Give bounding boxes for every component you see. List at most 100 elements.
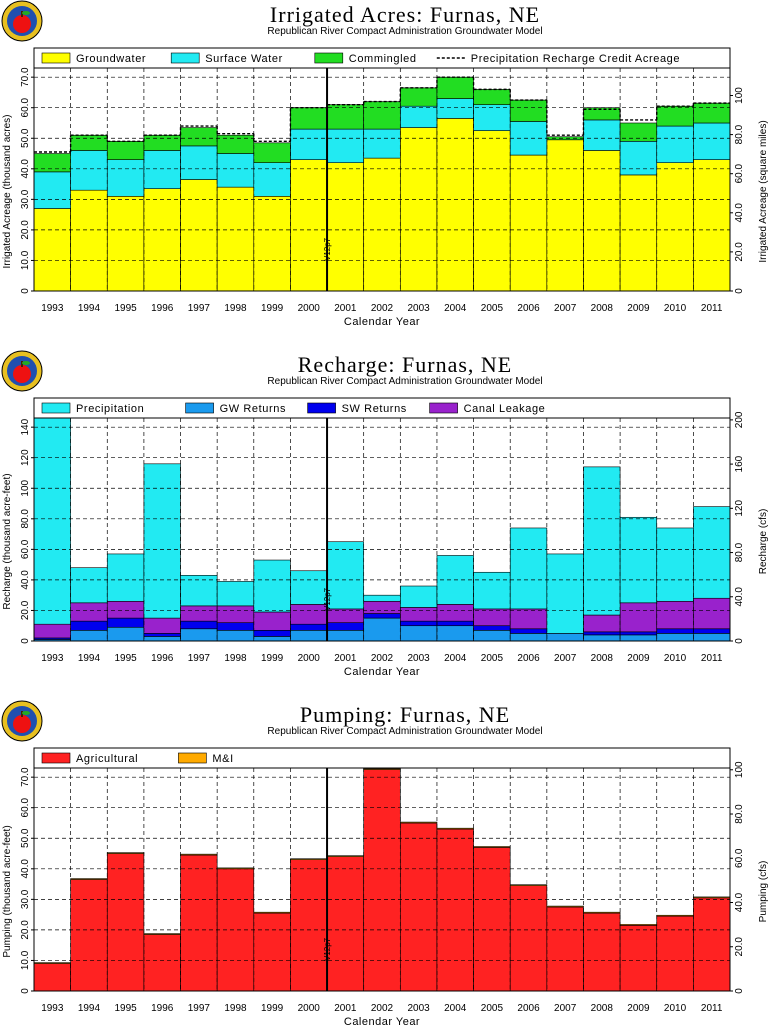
bar-commingled-2004 bbox=[436, 76, 474, 99]
x-tick-label-2011: 2011 bbox=[701, 653, 723, 664]
x-axis-title: Calendar Year bbox=[344, 316, 420, 328]
chart-subtitle: Republican River Compact Administration … bbox=[267, 376, 543, 387]
bar-agricultural-2002 bbox=[363, 769, 401, 992]
bar-groundwater-2000 bbox=[290, 159, 328, 292]
x-tick-label-1995: 1995 bbox=[114, 1003, 137, 1014]
bar-precipitation-1996 bbox=[143, 463, 181, 619]
bar-precipitation-1995 bbox=[106, 553, 145, 602]
bar-canal-leakage-1998 bbox=[216, 605, 255, 623]
x-tick-label-2003: 2003 bbox=[408, 653, 431, 664]
y-tick-label-0: 0 bbox=[20, 638, 31, 644]
y-tick-label-10: 10.0 bbox=[20, 950, 31, 970]
x-tick-label-2010: 2010 bbox=[664, 653, 687, 664]
bar-commingled-2005 bbox=[473, 89, 511, 105]
bar-surface-water-1998 bbox=[216, 153, 255, 188]
y-tick-label-40: 40.0 bbox=[20, 159, 31, 179]
bar-gw-returns-2004 bbox=[436, 625, 474, 642]
apple-logo-icon bbox=[1, 700, 43, 742]
x-tick-label-2007: 2007 bbox=[554, 303, 577, 314]
bar-groundwater-2009 bbox=[619, 174, 658, 292]
legend-label-gw-returns: GW Returns bbox=[220, 403, 287, 415]
y-tick-label-80: 80.0 bbox=[20, 509, 31, 529]
bar-surface-water-2008 bbox=[583, 119, 621, 151]
bar-agricultural-2009 bbox=[619, 925, 658, 992]
x-axis-title: Calendar Year bbox=[344, 1016, 420, 1028]
bar-sw-returns-1995 bbox=[106, 617, 145, 628]
bar-commingled-2011 bbox=[693, 102, 731, 124]
bar-m-i-2001 bbox=[326, 855, 364, 857]
x-tick-label-1994: 1994 bbox=[78, 1003, 101, 1014]
bar-agricultural-1998 bbox=[216, 868, 255, 992]
y-tick-label-140: 140 bbox=[20, 418, 31, 435]
irrigated-acres-chart: Groundwater Surface Water Commingled Precip… bbox=[2, 47, 768, 328]
bar-surface-water-1999 bbox=[253, 162, 291, 197]
x-tick-label-1998: 1998 bbox=[224, 1003, 247, 1014]
x-tick-label-2006: 2006 bbox=[517, 1003, 540, 1014]
bar-canal-leakage-1994 bbox=[70, 602, 108, 622]
y-tick-label-10: 10.0 bbox=[20, 250, 31, 270]
bar-precipitation-2009 bbox=[619, 516, 658, 604]
bar-commingled-2010 bbox=[656, 105, 694, 127]
bar-sw-returns-1997 bbox=[180, 620, 218, 630]
legend-label-precipitation: Precipitation bbox=[76, 403, 144, 415]
x-tick-label-2002: 2002 bbox=[371, 653, 394, 664]
legend-swatch-agricultural bbox=[41, 752, 71, 764]
legend-label-sw-returns: SW Returns bbox=[342, 403, 407, 415]
x-tick-label-2011: 2011 bbox=[701, 303, 723, 314]
bar-agricultural-1993 bbox=[33, 963, 71, 992]
bar-gw-returns-2006 bbox=[509, 633, 548, 642]
y-tick-label-70: 70.0 bbox=[20, 767, 31, 787]
bar-sw-returns-2002 bbox=[363, 613, 401, 619]
x-tick-label-2009: 2009 bbox=[627, 303, 650, 314]
bar-canal-leakage-1997 bbox=[180, 605, 218, 622]
bar-agricultural-2010 bbox=[656, 915, 694, 992]
bar-commingled-1996 bbox=[143, 134, 181, 151]
bar-precipitation-2008 bbox=[583, 466, 621, 616]
y2-tick-label-40: 40.0 bbox=[734, 587, 745, 607]
bar-m-i-2008 bbox=[583, 911, 621, 914]
x-tick-label-1997: 1997 bbox=[188, 653, 211, 664]
bar-m-i-2011 bbox=[693, 896, 731, 899]
bar-surface-water-2004 bbox=[436, 98, 474, 119]
x-tick-label-2002: 2002 bbox=[371, 1003, 394, 1014]
y2-tick-label-20: 20.0 bbox=[734, 937, 745, 957]
bar-surface-water-1993 bbox=[33, 171, 71, 209]
bar-gw-returns-2005 bbox=[473, 630, 511, 642]
y-axis-title: Pumping (thousand acre-feet) bbox=[2, 825, 13, 957]
bar-groundwater-2002 bbox=[363, 157, 401, 292]
bar-gw-returns-1996 bbox=[143, 636, 181, 642]
bar-surface-water-1995 bbox=[106, 159, 145, 197]
bar-m-i-2004 bbox=[436, 827, 474, 830]
bar-surface-water-2005 bbox=[473, 104, 511, 131]
x-tick-label-2005: 2005 bbox=[481, 1003, 504, 1014]
legend-swatch-m-i bbox=[178, 752, 207, 764]
bar-agricultural-2003 bbox=[400, 822, 438, 992]
x-axis-title: Calendar Year bbox=[344, 666, 420, 678]
bar-sw-returns-2001 bbox=[326, 622, 364, 631]
bar-precipitation-2003 bbox=[400, 585, 438, 608]
y2-tick-label-80: 80.0 bbox=[734, 124, 745, 144]
bar-sw-returns-1999 bbox=[253, 630, 291, 637]
x-tick-label-2007: 2007 bbox=[554, 1003, 577, 1014]
y2-tick-label-100: 100 bbox=[734, 761, 745, 778]
y-tick-label-100: 100 bbox=[20, 479, 31, 496]
bar-surface-water-2001 bbox=[326, 128, 364, 163]
apple-logo-icon bbox=[1, 350, 43, 392]
chart-title: Recharge: Furnas, NE bbox=[297, 352, 513, 377]
bar-commingled-2006 bbox=[509, 99, 548, 122]
bar-canal-leakage-2003 bbox=[400, 607, 438, 622]
x-tick-label-2008: 2008 bbox=[591, 653, 614, 664]
bar-agricultural-1999 bbox=[253, 912, 291, 992]
bar-precipitation-2000 bbox=[290, 570, 328, 605]
legend-box bbox=[33, 47, 731, 69]
bar-m-i-2010 bbox=[656, 914, 694, 917]
bar-groundwater-1998 bbox=[216, 186, 255, 292]
bar-agricultural-2008 bbox=[583, 912, 621, 992]
bar-commingled-1998 bbox=[216, 134, 255, 154]
bar-m-i-1997 bbox=[180, 853, 218, 856]
y-tick-label-30: 30.0 bbox=[20, 889, 31, 909]
bar-commingled-2002 bbox=[363, 101, 401, 130]
x-tick-label-1995: 1995 bbox=[114, 653, 137, 664]
bar-agricultural-2001 bbox=[326, 856, 364, 992]
bar-groundwater-1997 bbox=[180, 179, 218, 292]
